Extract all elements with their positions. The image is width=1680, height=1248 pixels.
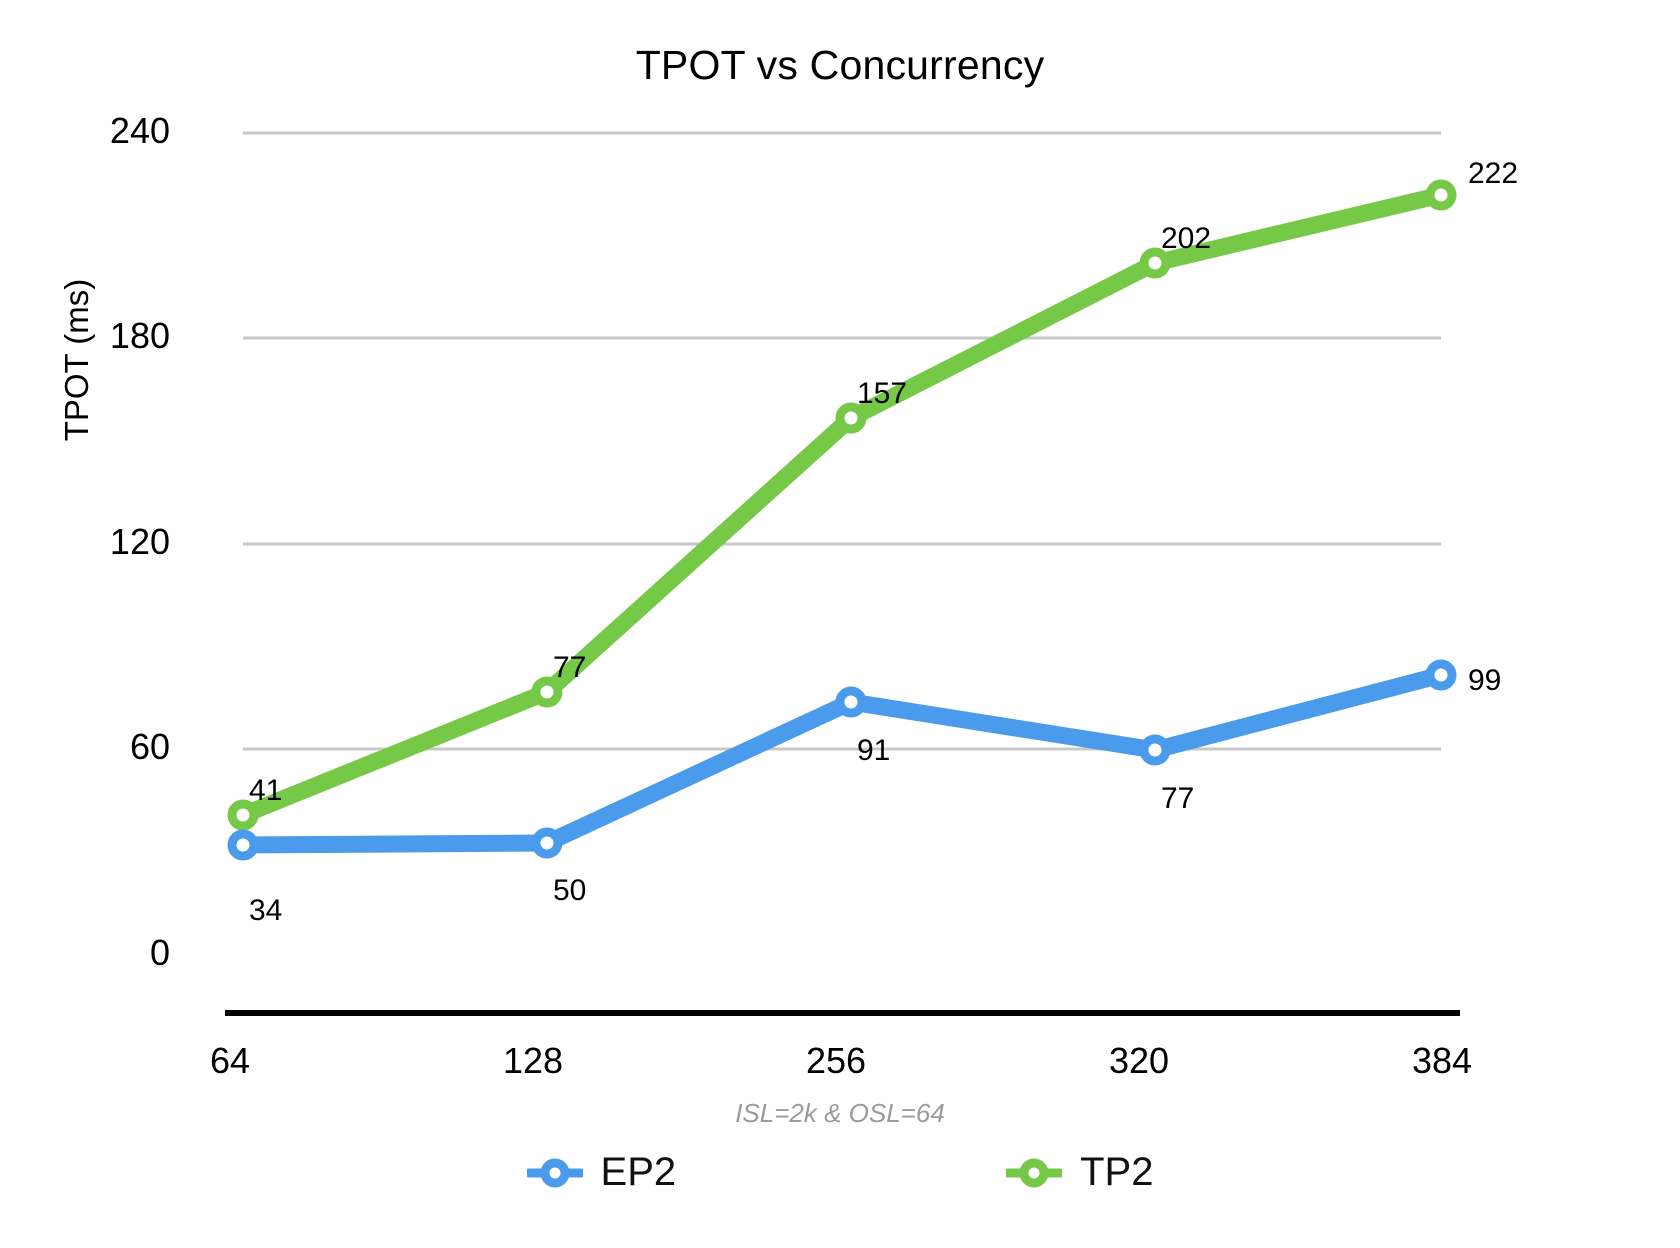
x-axis-caption: ISL=2k & OSL=64 — [735, 1098, 945, 1128]
data-label-ep2-384: 99 — [1468, 664, 1501, 697]
chart-title: TPOT vs Concurrency — [635, 42, 1045, 88]
data-label-ep2-128: 50 — [553, 874, 586, 907]
series-ep2: 34 50 91 77 99 — [227, 659, 1501, 927]
data-label-ep2-320: 77 — [1161, 782, 1194, 815]
x-tick-label-256: 256 — [805, 1040, 867, 1081]
y-tick-label-0: 0 — [149, 932, 170, 973]
donut-circle-icon — [526, 1158, 583, 1187]
y-tick-label-120: 120 — [109, 521, 170, 562]
x-tick-label-384: 384 — [1411, 1040, 1473, 1081]
legend-label-ep2: EP2 — [600, 1150, 677, 1194]
chart-legend: EP2 TP2 — [0, 1150, 1680, 1195]
y-tick-label-60: 60 — [129, 726, 170, 767]
x-tick-label-128: 128 — [502, 1040, 564, 1081]
y-tick-label-240: 240 — [109, 110, 170, 151]
x-tick-label-320: 320 — [1108, 1040, 1170, 1081]
data-label-ep2-256: 91 — [857, 734, 890, 767]
y-tick-label-180: 180 — [109, 315, 170, 356]
legend-item-tp2[interactable]: TP2 — [1006, 1150, 1153, 1195]
legend-label-tp2: TP2 — [1080, 1150, 1154, 1194]
data-label-ep2-64: 34 — [249, 894, 282, 927]
series-ep2-markers — [227, 659, 1457, 861]
data-label-tp2-64: 41 — [249, 774, 282, 807]
series-tp2: 41 77 157 202 222 — [227, 157, 1518, 831]
legend-item-ep2[interactable]: EP2 — [526, 1150, 677, 1195]
x-tick-label-64: 64 — [209, 1040, 251, 1081]
data-label-tp2-128: 77 — [553, 651, 586, 684]
data-label-tp2-320: 202 — [1161, 222, 1211, 255]
data-label-tp2-384: 222 — [1468, 157, 1518, 190]
donut-circle-icon — [1006, 1158, 1063, 1187]
data-label-tp2-256: 157 — [857, 377, 907, 410]
series-tp2-markers — [227, 179, 1457, 831]
